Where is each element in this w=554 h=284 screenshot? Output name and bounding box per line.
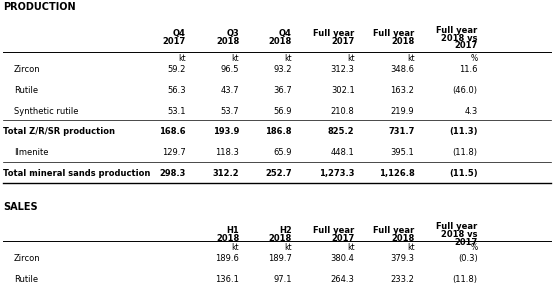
Text: 2018 vs: 2018 vs bbox=[441, 230, 478, 239]
Text: Q3: Q3 bbox=[227, 29, 239, 38]
Text: 4.3: 4.3 bbox=[464, 106, 478, 116]
Text: 189.6: 189.6 bbox=[216, 254, 239, 263]
Text: 312.2: 312.2 bbox=[213, 169, 239, 178]
Text: Synthetic rutile: Synthetic rutile bbox=[14, 106, 78, 116]
Text: Total mineral sands production: Total mineral sands production bbox=[3, 169, 150, 178]
Text: 2017: 2017 bbox=[454, 238, 478, 247]
Text: kt: kt bbox=[347, 243, 355, 252]
Text: 193.9: 193.9 bbox=[213, 127, 239, 136]
Text: %: % bbox=[470, 54, 478, 63]
Text: 129.7: 129.7 bbox=[162, 148, 186, 157]
Text: 65.9: 65.9 bbox=[274, 148, 292, 157]
Text: PRODUCTION: PRODUCTION bbox=[3, 2, 75, 12]
Text: 2018: 2018 bbox=[269, 234, 292, 243]
Text: Ilmenite: Ilmenite bbox=[14, 148, 48, 157]
Text: 2018: 2018 bbox=[269, 37, 292, 46]
Text: Q4: Q4 bbox=[279, 29, 292, 38]
Text: kt: kt bbox=[284, 54, 292, 63]
Text: 2017: 2017 bbox=[454, 41, 478, 51]
Text: 298.3: 298.3 bbox=[159, 169, 186, 178]
Text: 97.1: 97.1 bbox=[274, 275, 292, 284]
Text: 2018: 2018 bbox=[391, 37, 414, 46]
Text: kt: kt bbox=[232, 54, 239, 63]
Text: (0.3): (0.3) bbox=[458, 254, 478, 263]
Text: 168.6: 168.6 bbox=[159, 127, 186, 136]
Text: Full year: Full year bbox=[373, 29, 414, 38]
Text: Full year: Full year bbox=[314, 29, 355, 38]
Text: 2018: 2018 bbox=[391, 234, 414, 243]
Text: 1,273.3: 1,273.3 bbox=[319, 169, 355, 178]
Text: Zircon: Zircon bbox=[14, 254, 40, 263]
Text: 348.6: 348.6 bbox=[391, 65, 414, 74]
Text: Zircon: Zircon bbox=[14, 65, 40, 74]
Text: (11.8): (11.8) bbox=[453, 148, 478, 157]
Text: 11.6: 11.6 bbox=[459, 65, 478, 74]
Text: (11.8): (11.8) bbox=[453, 275, 478, 284]
Text: 59.2: 59.2 bbox=[167, 65, 186, 74]
Text: 380.4: 380.4 bbox=[331, 254, 355, 263]
Text: kt: kt bbox=[178, 54, 186, 63]
Text: %: % bbox=[470, 243, 478, 252]
Text: Total Z/R/SR production: Total Z/R/SR production bbox=[3, 127, 115, 136]
Text: 2017: 2017 bbox=[331, 234, 355, 243]
Text: 2017: 2017 bbox=[331, 37, 355, 46]
Text: 2018: 2018 bbox=[216, 234, 239, 243]
Text: Q4: Q4 bbox=[173, 29, 186, 38]
Text: 186.8: 186.8 bbox=[265, 127, 292, 136]
Text: 312.3: 312.3 bbox=[331, 65, 355, 74]
Text: 2018 vs: 2018 vs bbox=[441, 34, 478, 43]
Text: 448.1: 448.1 bbox=[331, 148, 355, 157]
Text: kt: kt bbox=[347, 54, 355, 63]
Text: 56.9: 56.9 bbox=[274, 106, 292, 116]
Text: Full year: Full year bbox=[437, 222, 478, 231]
Text: 302.1: 302.1 bbox=[331, 86, 355, 95]
Text: 136.1: 136.1 bbox=[216, 275, 239, 284]
Text: kt: kt bbox=[407, 243, 414, 252]
Text: 219.9: 219.9 bbox=[391, 106, 414, 116]
Text: Rutile: Rutile bbox=[14, 86, 38, 95]
Text: 252.7: 252.7 bbox=[265, 169, 292, 178]
Text: (46.0): (46.0) bbox=[453, 86, 478, 95]
Text: H2: H2 bbox=[279, 226, 292, 235]
Text: 825.2: 825.2 bbox=[328, 127, 355, 136]
Text: 233.2: 233.2 bbox=[391, 275, 414, 284]
Text: Full year: Full year bbox=[314, 226, 355, 235]
Text: 264.3: 264.3 bbox=[331, 275, 355, 284]
Text: 56.3: 56.3 bbox=[167, 86, 186, 95]
Text: 2018: 2018 bbox=[216, 37, 239, 46]
Text: 731.7: 731.7 bbox=[388, 127, 414, 136]
Text: SALES: SALES bbox=[3, 202, 38, 212]
Text: H1: H1 bbox=[227, 226, 239, 235]
Text: 36.7: 36.7 bbox=[273, 86, 292, 95]
Text: kt: kt bbox=[232, 243, 239, 252]
Text: 1,126.8: 1,126.8 bbox=[378, 169, 414, 178]
Text: 93.2: 93.2 bbox=[274, 65, 292, 74]
Text: 43.7: 43.7 bbox=[220, 86, 239, 95]
Text: 118.3: 118.3 bbox=[216, 148, 239, 157]
Text: 395.1: 395.1 bbox=[391, 148, 414, 157]
Text: kt: kt bbox=[284, 243, 292, 252]
Text: 2017: 2017 bbox=[162, 37, 186, 46]
Text: 53.1: 53.1 bbox=[167, 106, 186, 116]
Text: 53.7: 53.7 bbox=[220, 106, 239, 116]
Text: (11.5): (11.5) bbox=[449, 169, 478, 178]
Text: 189.7: 189.7 bbox=[268, 254, 292, 263]
Text: 210.8: 210.8 bbox=[331, 106, 355, 116]
Text: Full year: Full year bbox=[373, 226, 414, 235]
Text: 163.2: 163.2 bbox=[391, 86, 414, 95]
Text: Rutile: Rutile bbox=[14, 275, 38, 284]
Text: kt: kt bbox=[407, 54, 414, 63]
Text: 96.5: 96.5 bbox=[221, 65, 239, 74]
Text: (11.3): (11.3) bbox=[449, 127, 478, 136]
Text: 379.3: 379.3 bbox=[391, 254, 414, 263]
Text: Full year: Full year bbox=[437, 26, 478, 35]
